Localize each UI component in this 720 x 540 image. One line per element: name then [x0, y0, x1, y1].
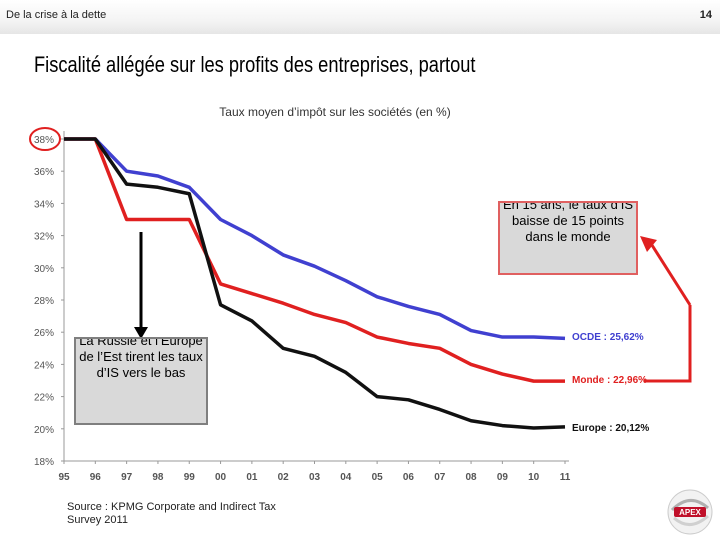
apex-logo-text: APEX — [679, 508, 701, 517]
y-tick-label: 26% — [34, 328, 54, 339]
x-tick-label: 99 — [184, 472, 196, 483]
chart-title: Taux moyen d’impôt sur les sociétés (en … — [219, 105, 450, 119]
section-title: De la crise à la dette — [6, 9, 107, 21]
callout-world-decline: En 15 ans, le taux d’IS baisse de 15 poi… — [498, 201, 638, 275]
callout-world-text: En 15 ans, le taux d’IS baisse de 15 poi… — [502, 201, 634, 244]
x-tick-label: 04 — [340, 472, 352, 483]
russia-arrow-head — [134, 327, 148, 339]
callout-russia-east-europe: La Russie et l’Europe de l’Est tirent le… — [74, 337, 208, 425]
callout-russia-text: La Russie et l’Europe de l’Est tirent le… — [79, 337, 203, 380]
y-tick-label: 18% — [34, 457, 54, 468]
x-tick-label: 96 — [90, 472, 102, 483]
world-arrow-head — [640, 236, 657, 252]
y-tick-label: 36% — [34, 167, 54, 178]
world-arrow-line — [644, 305, 692, 383]
x-tick-label: 08 — [466, 472, 478, 483]
x-tick-label: 07 — [434, 472, 446, 483]
series-label-0: OCDE : 25,62% — [572, 332, 644, 343]
slide-title: Fiscalité allégée sur les profits des en… — [34, 52, 476, 77]
y-tick-label: 20% — [34, 425, 54, 436]
x-tick-label: 03 — [309, 472, 321, 483]
x-tick-label: 09 — [497, 472, 509, 483]
y-tick-label: 28% — [34, 296, 54, 307]
y-tick-label: 22% — [34, 393, 54, 404]
x-tick-label: 97 — [121, 472, 133, 483]
slide-header-bar: De la crise à la dette 14 — [0, 0, 720, 34]
source-note: Source : KPMG Corporate and Indirect Tax… — [67, 501, 276, 527]
y-tick-label: 34% — [34, 199, 54, 210]
x-tick-label: 10 — [528, 472, 540, 483]
page-number: 14 — [699, 9, 712, 21]
source-line-2: Survey 2011 — [67, 514, 128, 526]
x-tick-label: 05 — [372, 472, 384, 483]
x-tick-label: 11 — [560, 472, 571, 483]
series-label-1: Monde : 22,96% — [572, 375, 647, 386]
y-tick-label: 30% — [34, 264, 54, 275]
series-line-0 — [64, 137, 566, 341]
x-tick-label: 95 — [58, 472, 70, 483]
series-line-1 — [64, 137, 565, 383]
apex-logo: APEX — [667, 489, 713, 535]
x-tick-label: 02 — [278, 472, 290, 483]
source-line-1: Source : KPMG Corporate and Indirect Tax — [67, 501, 276, 513]
series-label-2: Europe : 20,12% — [572, 423, 649, 434]
highlight-circle-38 — [29, 127, 61, 151]
x-tick-label: 01 — [246, 472, 258, 483]
y-tick-label: 38% — [34, 135, 54, 146]
series-line-2 — [64, 137, 566, 430]
y-tick-label: 24% — [34, 360, 54, 371]
x-tick-label: 98 — [152, 472, 164, 483]
y-tick-label: 32% — [34, 232, 54, 243]
x-tick-label: 06 — [403, 472, 415, 483]
x-tick-label: 00 — [215, 472, 227, 483]
world-arrow-diagonal — [648, 241, 692, 306]
